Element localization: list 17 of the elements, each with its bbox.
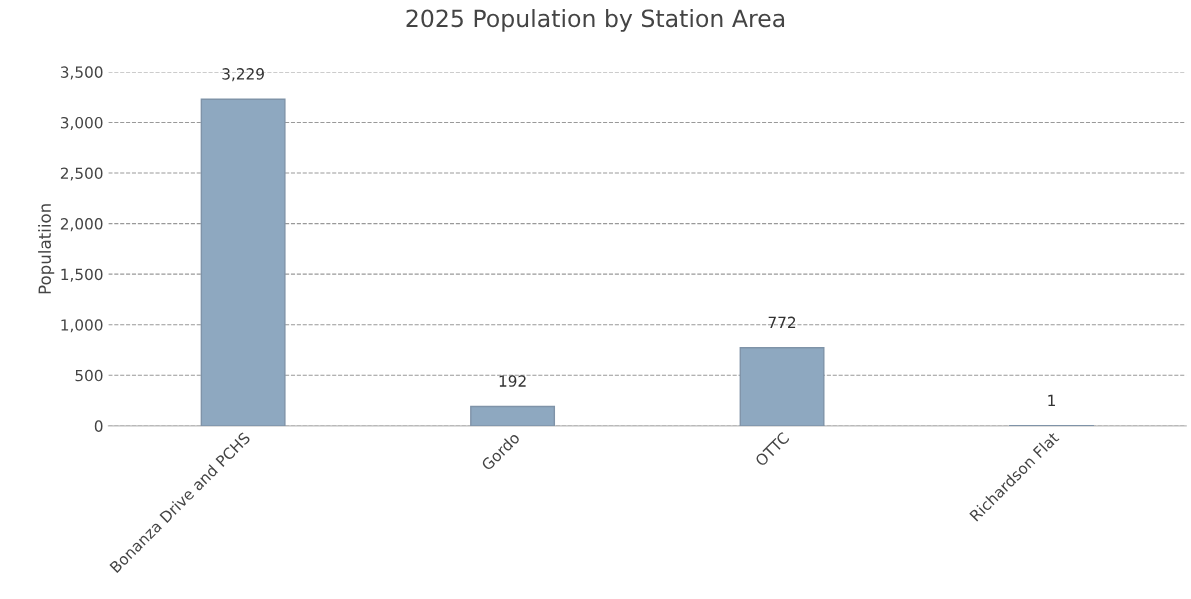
y-tick-label: 1,500	[61, 268, 103, 282]
data-label: 192	[499, 375, 526, 387]
data-label: 1	[1048, 394, 1055, 406]
y-tick-label: 3,500	[60, 66, 103, 80]
bar	[739, 347, 825, 426]
y-tick-label: 1,000	[61, 319, 103, 333]
y-tick-label: 0	[94, 420, 103, 432]
y-tick-label: 3,000	[60, 116, 103, 131]
bar	[200, 98, 286, 426]
y-tick-label: 500	[75, 369, 103, 382]
bar	[470, 405, 556, 426]
y-tick-label: 2,500	[60, 167, 103, 181]
y-tick-label: 2,000	[60, 218, 103, 232]
chart-title: 2025 Population by Station Area	[406, 8, 785, 32]
y-axis-title: Populatiion	[38, 204, 55, 294]
data-label: 3,229	[222, 68, 264, 82]
data-label: 772	[768, 316, 796, 328]
